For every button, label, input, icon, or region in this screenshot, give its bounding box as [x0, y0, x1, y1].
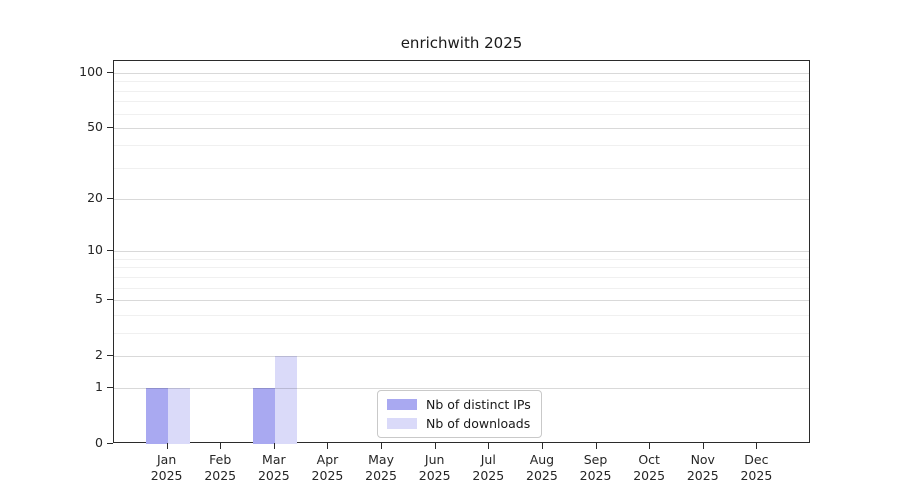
x-tick-month: Feb — [209, 452, 232, 467]
x-tick-mark — [488, 443, 490, 449]
legend-label-downloads: Nb of downloads — [426, 416, 531, 431]
x-tick-label: Aug 2025 — [510, 452, 574, 484]
bar-distinct-ips-mar — [252, 388, 275, 444]
y-tick-label: 0 — [95, 435, 103, 450]
x-tick-label: Mar 2025 — [242, 452, 306, 484]
x-tick-month: Apr — [316, 452, 339, 467]
x-tick-year: 2025 — [257, 468, 290, 483]
y-tick-label: 2 — [95, 346, 103, 362]
x-tick-mark — [381, 443, 383, 449]
x-tick-year: 2025 — [150, 468, 183, 483]
major-gridline — [114, 73, 809, 74]
x-tick-year: 2025 — [472, 468, 505, 483]
y-tick-label: 5 — [95, 290, 103, 306]
minor-gridline — [114, 314, 809, 316]
x-tick-year: 2025 — [311, 468, 344, 483]
x-tick-year: 2025 — [418, 468, 451, 483]
major-gridline — [114, 251, 809, 253]
major-gridline — [114, 199, 809, 201]
minor-gridline — [114, 81, 809, 83]
x-tick-month: Jun — [424, 452, 445, 467]
x-tick-month: Mar — [262, 452, 286, 467]
x-tick-year: 2025 — [526, 468, 558, 483]
x-tick-mark — [756, 443, 758, 449]
y-tick-label: 20 — [87, 190, 103, 206]
y-tick-mark — [107, 443, 113, 444]
x-tick-month: Oct — [638, 452, 660, 467]
bar-downloads-mar — [274, 355, 297, 444]
x-tick-label: Apr 2025 — [295, 452, 359, 484]
x-tick-year: 2025 — [740, 468, 773, 483]
x-tick-year: 2025 — [579, 468, 612, 483]
x-tick-year: 2025 — [686, 468, 719, 483]
x-tick-label: Jun 2025 — [403, 452, 467, 484]
x-tick-month: Nov — [690, 452, 715, 467]
major-gridline — [114, 127, 809, 129]
y-tick-label: 100 — [79, 64, 103, 79]
legend-entry-downloads: Nb of downloads — [387, 416, 531, 431]
x-tick-mark — [220, 443, 222, 449]
minor-gridline — [114, 332, 809, 334]
x-tick-month: Dec — [744, 452, 769, 467]
x-tick-year: 2025 — [365, 468, 397, 483]
minor-gridline — [114, 113, 809, 115]
y-tick-label: 10 — [87, 242, 103, 258]
x-tick-year: 2025 — [204, 468, 237, 483]
major-gridline — [114, 355, 809, 357]
x-tick-month: May — [368, 452, 394, 467]
x-tick-label: Jan 2025 — [135, 452, 199, 484]
x-tick-mark — [702, 443, 704, 449]
major-gridline — [114, 299, 809, 301]
legend-label-distinct-ips: Nb of distinct IPs — [426, 397, 531, 412]
minor-gridline — [114, 167, 809, 169]
y-tick-label: 50 — [87, 118, 103, 134]
minor-gridline — [114, 145, 809, 147]
plot-area — [113, 60, 810, 444]
bar-distinct-ips-jan — [145, 388, 168, 444]
x-tick-month: Jul — [480, 452, 496, 467]
x-tick-month: Aug — [529, 452, 555, 467]
minor-gridline — [114, 101, 809, 103]
major-gridline — [114, 388, 809, 390]
minor-gridline — [114, 267, 809, 269]
x-tick-month: Sep — [583, 452, 608, 467]
minor-gridline — [114, 90, 809, 92]
chart-title: enrichwith 2025 — [400, 34, 523, 52]
x-tick-label: May 2025 — [349, 452, 413, 484]
legend: Nb of distinct IPs Nb of downloads — [377, 390, 542, 438]
x-tick-mark — [434, 443, 436, 449]
x-tick-month: Jan — [156, 452, 177, 467]
minor-gridline — [114, 287, 809, 289]
x-tick-label: Sep 2025 — [564, 452, 628, 484]
x-tick-mark — [595, 443, 597, 449]
minor-gridline — [114, 276, 809, 278]
bar-downloads-jan — [167, 388, 190, 444]
x-tick-mark — [649, 443, 651, 449]
x-tick-label: Dec 2025 — [724, 452, 788, 484]
x-tick-label: Oct 2025 — [617, 452, 681, 484]
minor-gridline — [114, 258, 809, 260]
x-tick-mark — [327, 443, 329, 449]
x-tick-year: 2025 — [633, 468, 666, 483]
x-tick-label: Jul 2025 — [456, 452, 520, 484]
legend-entry-distinct-ips: Nb of distinct IPs — [387, 397, 531, 412]
legend-swatch-distinct-ips-icon — [387, 399, 417, 410]
x-tick-label: Feb 2025 — [188, 452, 252, 484]
y-tick-label: 1 — [95, 379, 103, 395]
x-tick-mark — [541, 443, 543, 449]
legend-swatch-downloads-icon — [387, 418, 417, 429]
x-tick-label: Nov 2025 — [671, 452, 735, 484]
